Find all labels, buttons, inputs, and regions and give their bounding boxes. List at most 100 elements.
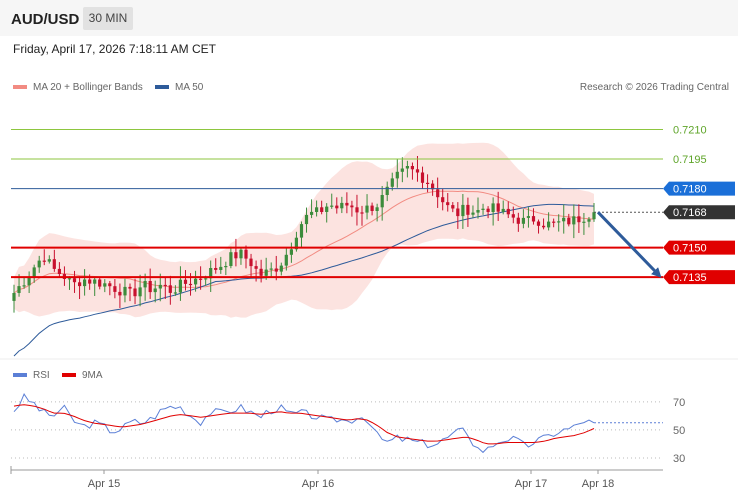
candle	[173, 285, 177, 296]
candle	[582, 213, 586, 235]
candle	[315, 200, 319, 217]
candle	[108, 280, 112, 296]
candle	[279, 262, 283, 276]
candle	[562, 204, 566, 234]
candle	[93, 276, 97, 297]
candle	[57, 262, 61, 278]
candle	[269, 262, 273, 277]
candle	[375, 203, 379, 222]
candle	[506, 201, 510, 219]
candle	[310, 199, 314, 219]
x-tick-label: Apr 16	[302, 478, 334, 490]
candle	[410, 162, 414, 180]
candle	[330, 193, 334, 209]
candle	[289, 242, 293, 263]
candle	[32, 264, 36, 283]
candle	[567, 213, 571, 227]
candle	[219, 256, 223, 274]
candle	[436, 177, 440, 208]
level-label-resistance: 0.7210	[673, 125, 707, 137]
price-level-tags: 0.7210 0.7195 0.7180 0.7168 0.7150 0.7135	[663, 125, 735, 285]
candle	[340, 196, 344, 214]
candlesticks	[12, 156, 596, 313]
candle	[355, 194, 359, 226]
level-label-last: 0.7168	[673, 207, 707, 219]
candle	[557, 214, 561, 232]
candle	[168, 275, 172, 305]
candle	[78, 276, 82, 300]
candle	[123, 278, 127, 303]
candle	[476, 197, 480, 219]
candle	[178, 266, 182, 301]
candle	[194, 270, 198, 292]
candle	[531, 208, 536, 225]
candle	[547, 212, 551, 231]
projection-arrow	[596, 211, 662, 278]
rsi-ma-legend-swatch	[62, 373, 76, 377]
candle	[67, 276, 72, 290]
ma50-legend-swatch	[155, 85, 169, 89]
candle	[37, 255, 41, 273]
candle	[481, 203, 485, 215]
candle	[572, 204, 576, 239]
candle	[345, 192, 349, 214]
bollinger-bands	[14, 142, 594, 318]
candle	[451, 202, 455, 213]
candle	[400, 157, 404, 183]
candle	[12, 284, 16, 313]
candle	[72, 270, 77, 293]
candle	[52, 249, 56, 272]
candle	[466, 197, 470, 227]
rsi-ma-line	[13, 404, 595, 445]
candle	[456, 202, 460, 229]
candle	[350, 200, 354, 217]
rsi-gridlines: 70 50 30	[11, 397, 685, 465]
candle	[542, 218, 546, 230]
candle	[385, 181, 389, 202]
rsi-legend-label: RSI	[33, 370, 50, 381]
level-tag-support: 0.7135	[663, 270, 735, 285]
timeframe-badge[interactable]: 30 MIN	[83, 7, 133, 30]
price-levels	[11, 129, 663, 279]
candle	[113, 279, 117, 299]
candle	[103, 279, 107, 293]
candle	[47, 255, 51, 264]
candle	[299, 221, 304, 249]
candle	[325, 203, 329, 223]
candle	[249, 253, 253, 277]
candle	[587, 216, 591, 228]
candle	[128, 283, 132, 302]
rsi-ma-legend-label: 9MA	[82, 370, 103, 381]
candle	[395, 159, 399, 188]
rsi-legend-swatch	[13, 373, 27, 377]
candle	[239, 247, 243, 265]
candle	[83, 269, 87, 296]
candle	[516, 212, 520, 232]
candle	[496, 191, 500, 221]
candle	[183, 270, 188, 291]
timestamp: Friday, April 17, 2026 7:18:11 AM CET	[13, 42, 216, 56]
candle	[441, 189, 445, 211]
candle	[284, 247, 288, 271]
rsi-legend: RSI 9MA	[13, 370, 103, 381]
candle	[148, 268, 152, 299]
candle	[98, 276, 102, 290]
ma20-legend-label: MA 20 + Bollinger Bands	[33, 82, 143, 93]
candle	[22, 277, 26, 289]
candle	[370, 202, 374, 216]
candle	[461, 194, 465, 229]
candle	[42, 249, 46, 266]
candle	[415, 156, 420, 182]
candle	[234, 238, 238, 267]
candle	[511, 206, 515, 224]
x-axis-ticks: Apr 15 Apr 16 Apr 17 Apr 18	[88, 470, 614, 490]
rsi-lines	[13, 393, 663, 454]
candle	[138, 274, 142, 307]
candle	[214, 258, 218, 274]
bollinger-band-area	[14, 142, 594, 318]
candle	[163, 276, 167, 299]
candle	[431, 180, 435, 196]
main-legend: MA 20 + Bollinger Bands MA 50	[13, 82, 204, 93]
rsi-tick-label: 30	[673, 453, 685, 465]
